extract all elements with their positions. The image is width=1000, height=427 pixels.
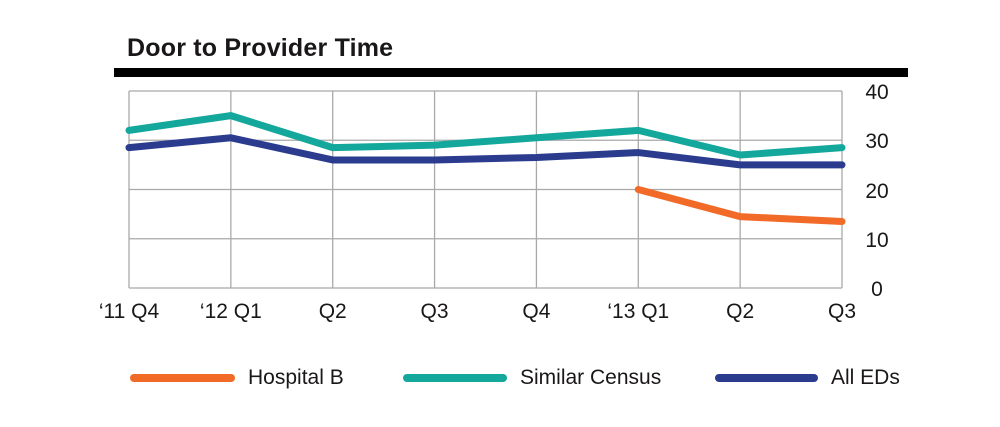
x-tick-label: Q3 [827,300,856,323]
x-tick-label: Q4 [522,300,551,323]
y-tick-label: 20 [865,179,889,203]
page-title: Door to Provider Time [127,34,394,62]
series-line-all-eds [125,134,846,169]
y-tick-label: 30 [865,130,889,154]
x-tick-label: ‘12 Q1 [199,300,262,323]
y-tick-label: 10 [865,228,889,252]
y-tick-label: 0 [871,278,883,301]
x-tick-label: ‘11 Q4 [98,300,160,323]
x-tick-label: Q3 [420,300,449,323]
x-tick-label: Q2 [726,300,755,323]
title-rule [114,68,908,77]
series-line-hospital-b [634,186,846,226]
y-tick-label: 40 [865,81,889,104]
x-tick-label: Q2 [318,300,347,323]
x-tick-label: ‘13 Q1 [607,300,670,323]
series-line-similar-census [125,112,846,159]
